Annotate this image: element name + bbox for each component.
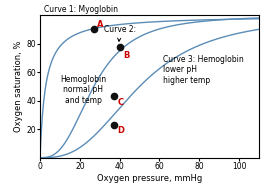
X-axis label: Oxygen pressure, mmHg: Oxygen pressure, mmHg (97, 174, 202, 183)
Text: Curve 3: Hemoglobin
lower pH
higher temp: Curve 3: Hemoglobin lower pH higher temp (163, 55, 244, 85)
Text: Curve 1: Myoglobin: Curve 1: Myoglobin (44, 5, 119, 14)
Text: D: D (118, 126, 125, 135)
Text: Curve 2:: Curve 2: (104, 25, 136, 41)
Text: C: C (118, 98, 124, 107)
Text: B: B (124, 51, 130, 60)
Text: A: A (97, 20, 103, 29)
Text: Hemoglobin
normal pH
and temp: Hemoglobin normal pH and temp (60, 75, 106, 105)
Y-axis label: Oxygen saturation, %: Oxygen saturation, % (14, 41, 23, 132)
